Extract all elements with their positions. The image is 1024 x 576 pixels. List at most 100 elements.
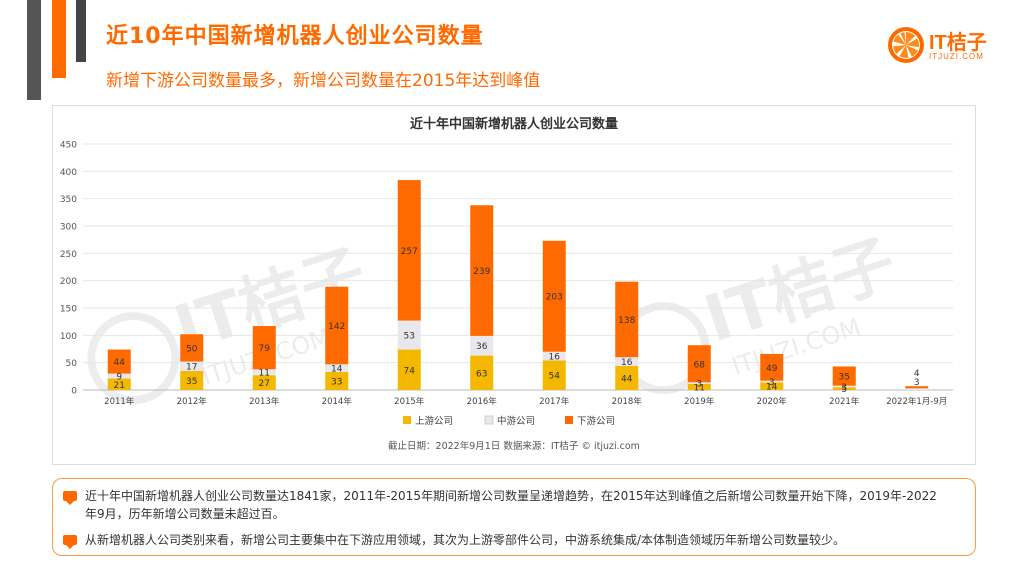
y-tick-label: 300 — [60, 223, 77, 233]
bar-stack: 74 53 257 — [397, 180, 421, 390]
data-label: 44 — [621, 374, 633, 384]
x-tick-label: 2018年 — [612, 396, 643, 407]
bars: 2194435175027117933141427453257633623954… — [107, 180, 929, 395]
bar-stack: 34 — [905, 369, 929, 390]
bar-stack: 113 68 — [687, 345, 711, 393]
bar-segment — [760, 380, 784, 383]
bar-segment — [615, 281, 639, 358]
bar-segment — [397, 349, 421, 390]
note-2: 从新增机器人公司类别来看，新增公司主要集中在下游应用领域，其次为上游零部件公司，… — [85, 533, 846, 547]
bar-stack: 143 49 — [760, 353, 784, 393]
y-tick-label: 450 — [60, 141, 77, 151]
bar-segment — [252, 369, 276, 376]
bar-stack: 44 16 138 — [615, 281, 639, 390]
bar-segment — [325, 371, 349, 390]
data-label: 36 — [476, 342, 488, 352]
y-tick-label: 350 — [60, 195, 77, 205]
decor-bar-dark — [76, 0, 86, 62]
legend-swatch — [403, 416, 411, 424]
data-label: 3 — [696, 380, 702, 390]
data-label: 16 — [621, 358, 633, 368]
note-1: 近十年中国新增机器人创业公司数量达1841家，2011年-2015年期间新增公司… — [85, 489, 937, 521]
y-axis: 0 50 100 150 200 250 300 350 400 450 — [60, 141, 77, 397]
legend-swatch — [484, 415, 494, 425]
data-label: 17 — [186, 363, 197, 373]
data-label: 35 — [839, 373, 850, 383]
notes-box: 近十年中国新增机器人创业公司数量达1841家，2011年-2015年期间新增公司… — [52, 478, 976, 556]
legend-item: 上游公司 — [403, 415, 453, 427]
legend-item: 中游公司 — [484, 415, 535, 427]
y-tick-label: 50 — [66, 359, 78, 369]
chart-title: 近十年中国新增机器人创业公司数量 — [410, 116, 618, 132]
bar-stack: 63 36 239 — [470, 205, 494, 390]
bar-stack: 35 17 50 — [180, 334, 204, 390]
bar-segment — [252, 375, 276, 390]
data-label: 11 — [259, 369, 270, 379]
logo-subtext: ITJUZI.COM — [929, 52, 984, 61]
bar-segment — [615, 357, 639, 366]
page-subtitle: 新增下游公司数量最多，新增公司数量在2015年达到峰值 — [106, 71, 541, 91]
data-label: 16 — [549, 353, 561, 363]
y-tick-label: 400 — [60, 168, 77, 178]
data-label: 138 — [618, 316, 635, 326]
y-tick-label: 200 — [60, 277, 77, 287]
grid-lines — [83, 143, 953, 391]
x-tick-label: 2014年 — [322, 396, 353, 407]
bar-segment — [107, 373, 131, 379]
data-label: 5 — [841, 385, 847, 395]
data-label: 68 — [694, 360, 706, 370]
data-label: 74 — [404, 366, 416, 376]
x-tick-label: 2011年 — [104, 396, 135, 407]
bar-stack: 33 14 142 — [325, 286, 349, 390]
data-label: 50 — [186, 344, 198, 354]
itjuzi-logo: IT桔子 ITJUZI.COM — [887, 24, 1002, 68]
legend-item: 下游公司 — [565, 415, 615, 427]
bar-segment — [325, 364, 349, 372]
data-label: 27 — [259, 379, 270, 389]
x-tick-label: 2015年 — [394, 396, 425, 407]
y-tick-label: 150 — [60, 305, 77, 315]
bar-segment — [470, 205, 494, 336]
bar-segment — [180, 334, 204, 362]
data-label: 203 — [546, 293, 563, 303]
bar-segment — [397, 180, 421, 321]
data-label: 257 — [401, 247, 418, 257]
logo-text: IT桔子 — [929, 32, 987, 54]
bar-segment — [615, 365, 639, 390]
bar-segment — [687, 383, 711, 390]
x-tick-label: 2020年 — [757, 396, 788, 407]
data-label: 14 — [766, 383, 778, 393]
data-label: 4 — [914, 369, 920, 379]
bar-segment — [107, 378, 131, 390]
bar-segment — [252, 326, 276, 370]
data-label: 54 — [549, 372, 561, 382]
bar-segment — [325, 286, 349, 365]
x-tick-label: 2019年 — [684, 396, 715, 407]
x-tick-label: 2012年 — [177, 396, 208, 407]
x-tick-label: 2017年 — [539, 396, 570, 407]
bar-stack: 219 44 — [107, 349, 131, 391]
data-label: 239 — [473, 267, 490, 277]
orange-slice-icon — [888, 27, 924, 63]
data-label: 3 — [769, 378, 775, 388]
bar-stack: 54 16 203 — [542, 240, 566, 390]
x-tick-label: 2021年 — [829, 396, 860, 407]
data-label: 53 — [404, 332, 415, 342]
bar-segment — [107, 349, 131, 374]
x-axis: 2011年 2012年 2013年 2014年 2015年 2016年 2017年 2018年… — [104, 396, 947, 407]
data-label: 3 — [914, 378, 920, 388]
legend-label: 上游公司 — [415, 415, 453, 427]
y-tick-label: 250 — [60, 250, 77, 260]
bar-segment — [542, 360, 566, 390]
legend-label: 中游公司 — [497, 415, 535, 427]
data-label: 14 — [331, 365, 343, 375]
bar-segment — [832, 387, 856, 390]
bar-segment — [760, 382, 784, 390]
chart-footnote: 截止日期：2022年9月1日 数据来源：IT桔子 © itjuzi.com — [388, 440, 640, 452]
bar-segment — [832, 366, 856, 386]
